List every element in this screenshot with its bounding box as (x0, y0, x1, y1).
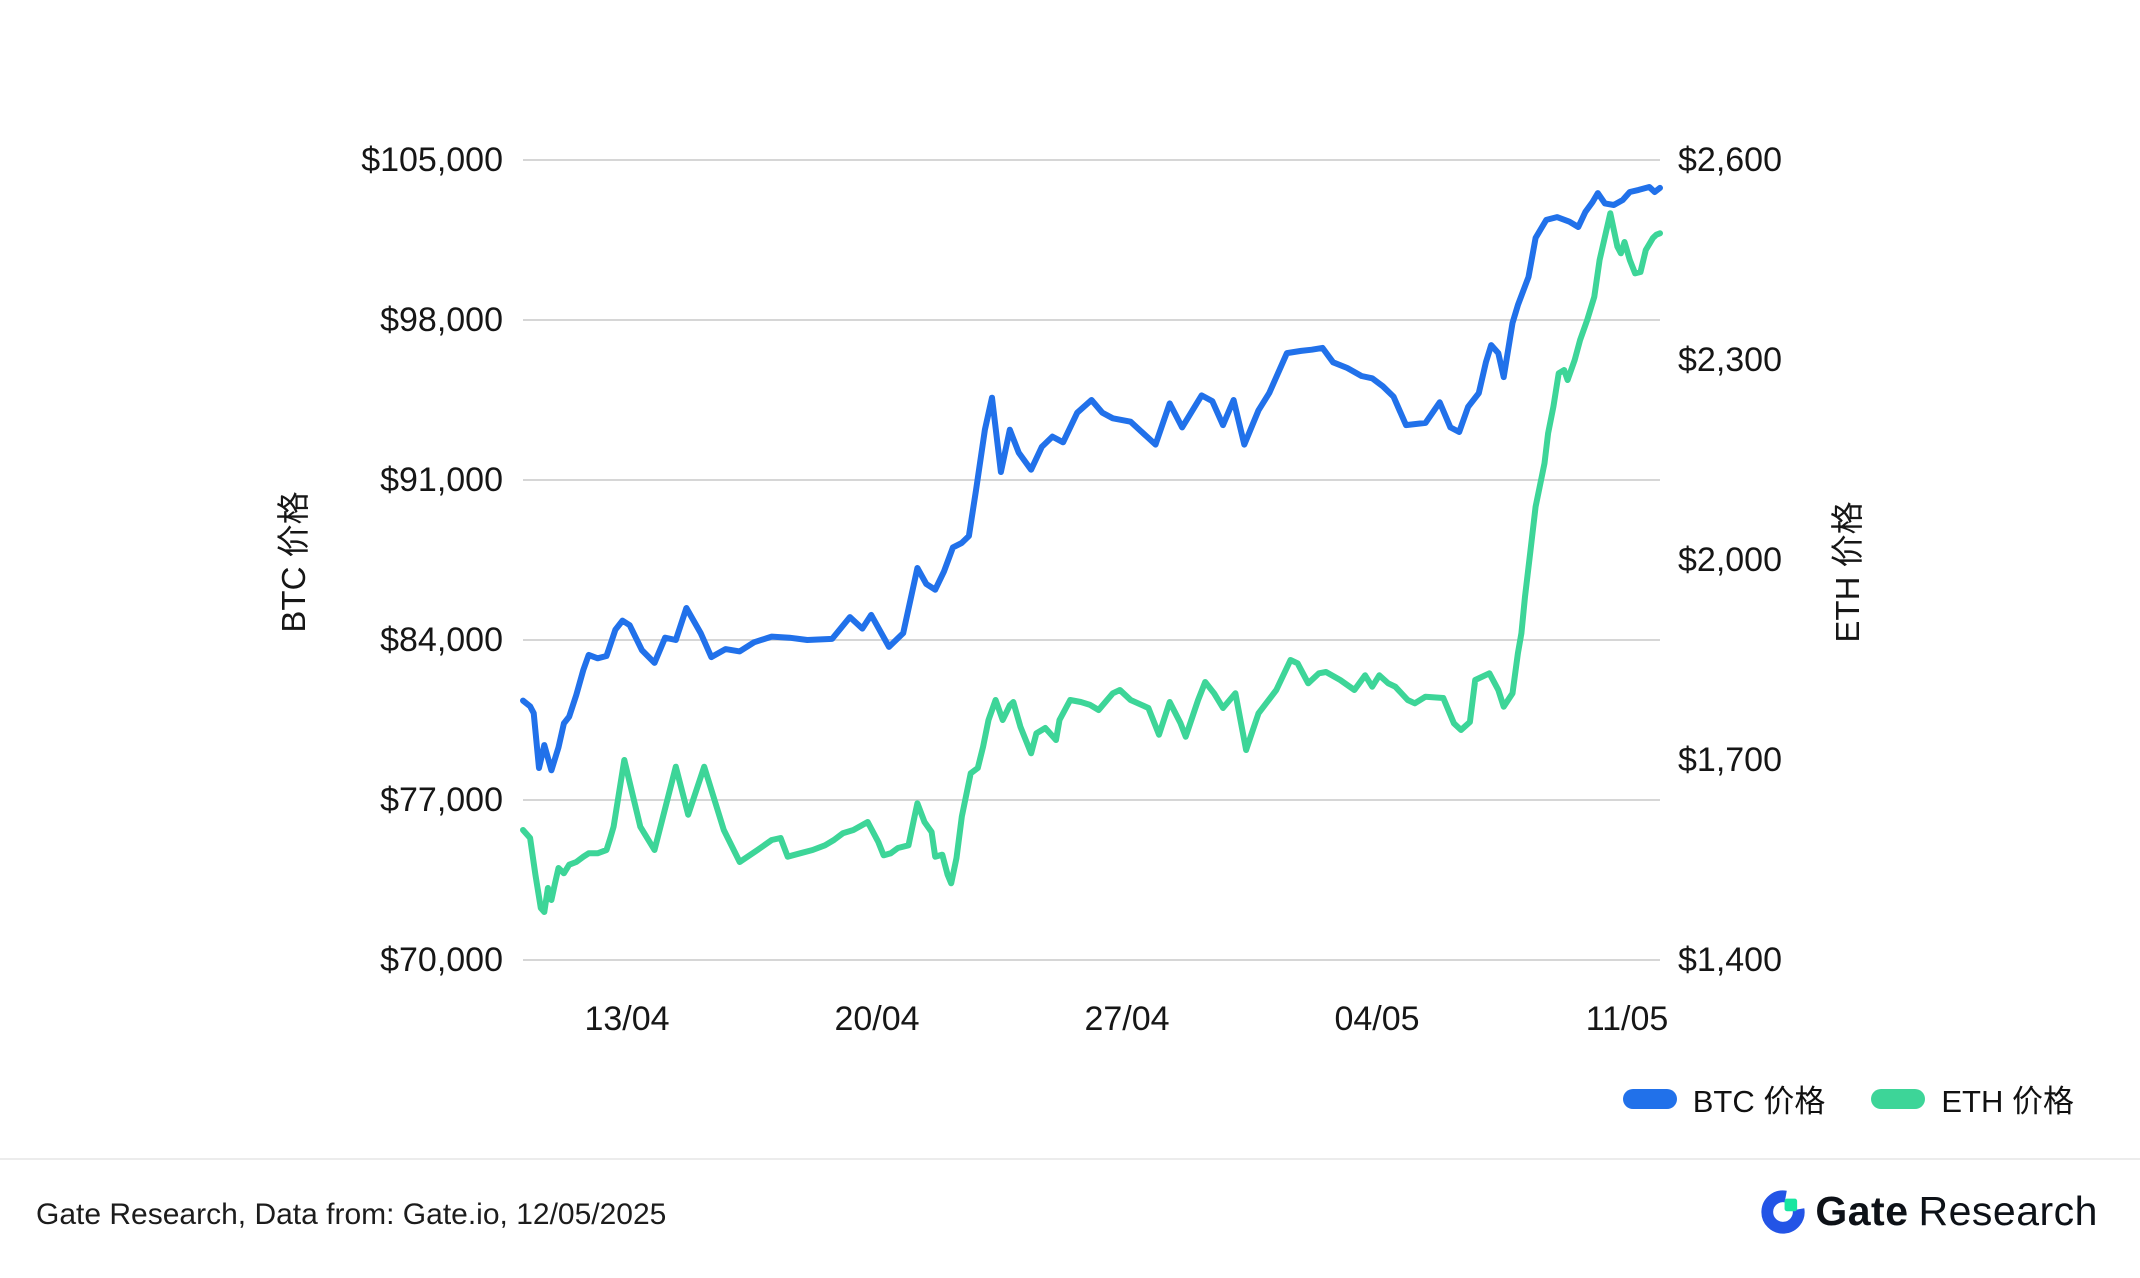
data-source-text: Gate Research, Data from: Gate.io, 12/05… (36, 1198, 667, 1231)
legend-item-eth: ETH 价格 (1871, 1076, 2074, 1121)
right-axis-tick: $1,400 (1678, 941, 1782, 979)
x-axis-tick: 11/05 (1585, 1000, 1669, 1038)
legend-item-btc: BTC 价格 (1622, 1076, 1826, 1121)
left-axis-tick: $70,000 (380, 941, 503, 979)
right-axis-tick: $2,300 (1678, 341, 1782, 379)
left-axis-tick: $105,000 (361, 141, 503, 179)
btc-legend-label: BTC 价格 (1692, 1084, 1826, 1119)
left-axis-tick: $98,000 (380, 301, 503, 339)
right-axis-tick: $2,600 (1678, 141, 1782, 179)
left-axis-title: BTC 价格 (275, 491, 312, 633)
right-axis-title: ETH 价格 (1829, 501, 1866, 643)
brand-light: Research (1918, 1188, 2098, 1234)
x-axis-tick: 04/05 (1334, 1000, 1420, 1038)
eth-legend-label: ETH 价格 (1941, 1084, 2074, 1119)
eth-legend-swatch (1871, 1088, 1926, 1109)
gate-research-logo: Gate Research (1761, 1188, 2098, 1235)
footer-divider (0, 1158, 2140, 1160)
brand-bold: Gate (1815, 1188, 1909, 1234)
left-axis-tick: $91,000 (380, 461, 503, 499)
btc-price-line (520, 184, 1663, 774)
chart-legend: BTC 价格 ETH 价格 (1622, 1076, 2074, 1121)
plot-area (520, 159, 1663, 961)
x-axis-tick: 20/04 (834, 1000, 920, 1038)
price-chart (520, 159, 1663, 961)
gate-logo-wordmark: Gate Research (1815, 1188, 2098, 1235)
eth-price-line (520, 210, 1663, 915)
gate-logo-icon (1761, 1189, 1805, 1234)
btc-legend-swatch (1622, 1088, 1677, 1109)
x-axis-tick: 27/04 (1084, 1000, 1170, 1038)
left-axis-tick: $84,000 (380, 621, 503, 659)
x-axis-tick: 13/04 (584, 1000, 670, 1038)
left-axis-tick: $77,000 (380, 781, 503, 819)
right-axis-tick: $2,000 (1678, 541, 1782, 579)
right-axis-tick: $1,700 (1678, 741, 1782, 779)
